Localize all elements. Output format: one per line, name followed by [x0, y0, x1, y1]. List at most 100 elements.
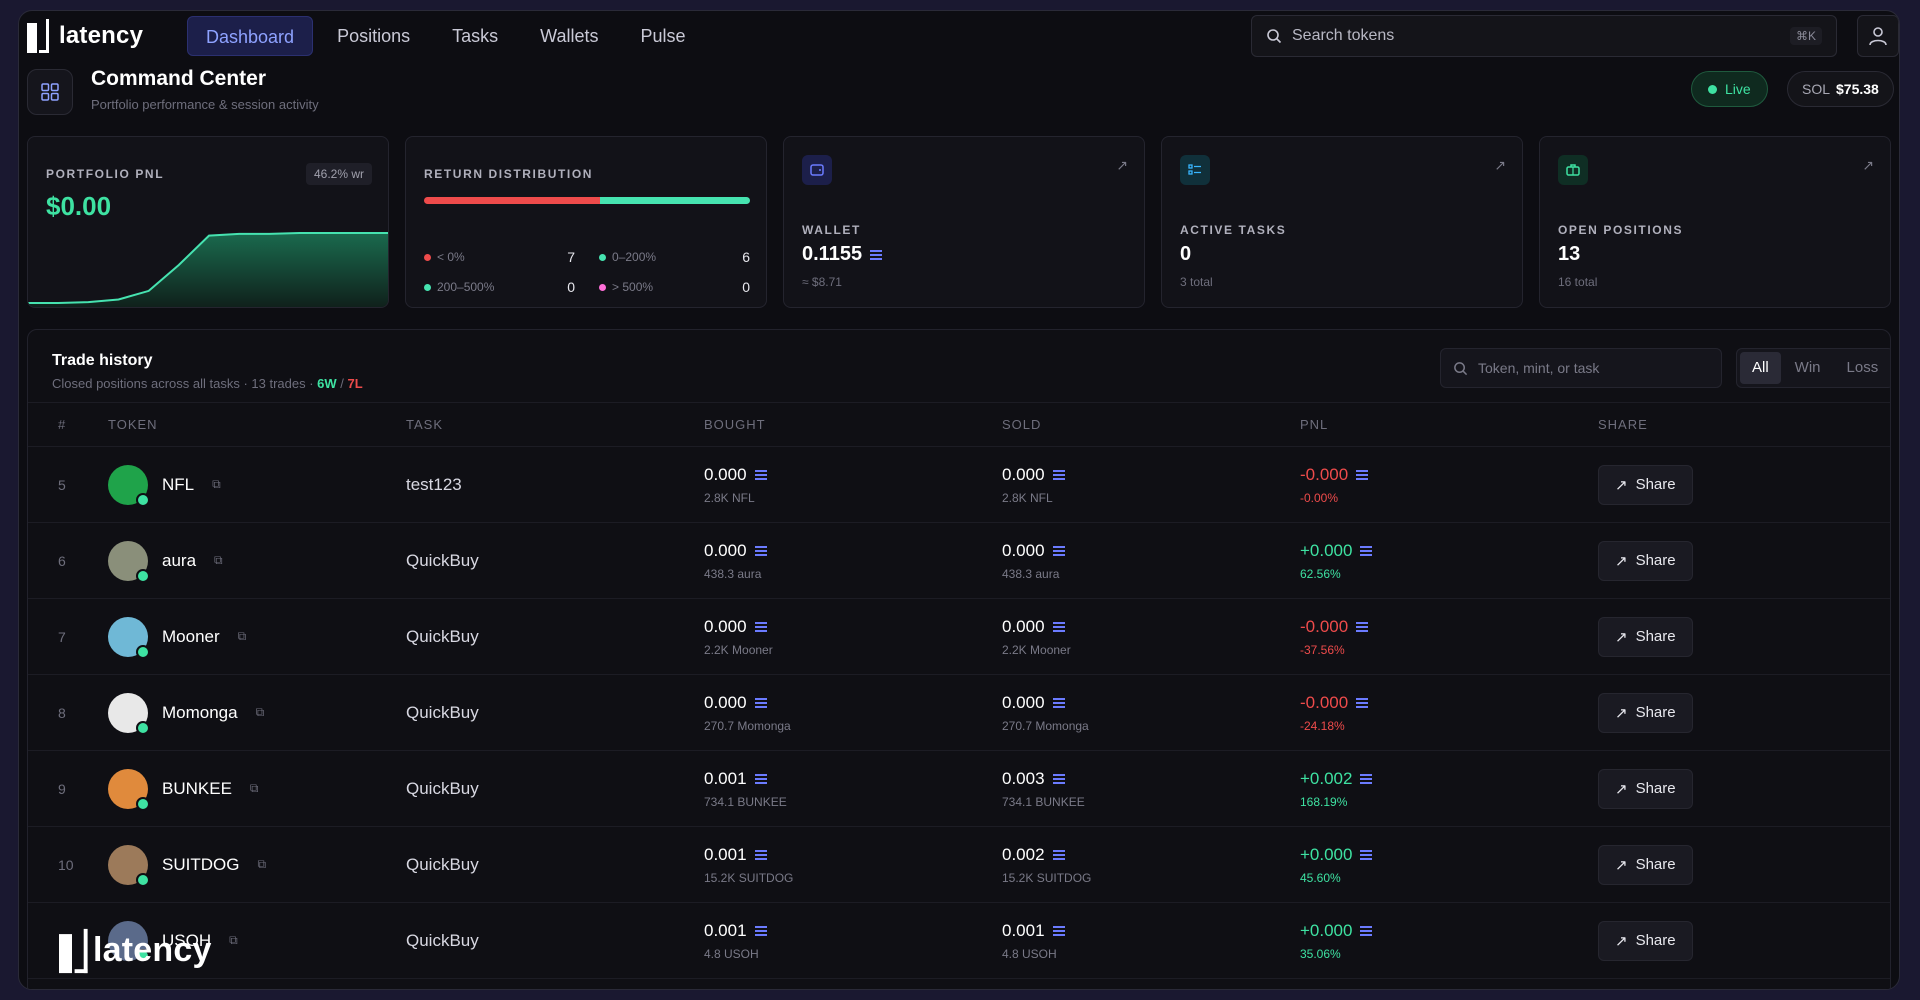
sol-label: SOL [1802, 81, 1831, 97]
share-button[interactable]: ↗ Share [1598, 844, 1693, 885]
nav-tasks[interactable]: Tasks [452, 26, 499, 46]
token-name[interactable]: SUITDOG [162, 854, 240, 874]
verified-icon [136, 872, 150, 887]
bucket-label: 200–500% [437, 280, 495, 294]
latency-logo-icon [27, 19, 49, 53]
sol-icon [754, 621, 767, 632]
bought-qty: 2.8K NFL [704, 490, 755, 505]
sold-amount: 0.000 [1002, 616, 1045, 636]
share-label: Share [1635, 780, 1676, 797]
share-arrow-icon: ↗ [1615, 856, 1628, 874]
filter-all[interactable]: All [1740, 352, 1781, 384]
share-button[interactable]: ↗ Share [1598, 616, 1693, 657]
brand-logo[interactable]: latency [27, 19, 143, 53]
nav-pulse[interactable]: Pulse [640, 26, 686, 46]
active-tasks-card[interactable]: ↗ ACTIVE TASKS 0 3 total [1161, 136, 1523, 308]
pnl-amount: -0.000 [1300, 692, 1349, 712]
bought-qty: 15.2K SUITDOG [704, 870, 794, 885]
task-cell: QuickBuy [406, 674, 704, 751]
nav-positions[interactable]: Positions [337, 26, 411, 46]
task-name: QuickBuy [406, 930, 479, 950]
bought-amount: 0.000 [704, 692, 747, 712]
token-name[interactable]: USOH [162, 930, 212, 950]
token-cell: Mooner ⧉ [108, 598, 406, 675]
sol-icon [1356, 697, 1369, 708]
token-avatar [108, 616, 150, 659]
wallet-card[interactable]: ↗ WALLET 0.1155 ≈ $8.71 [783, 136, 1145, 308]
token-cell: aura ⧉ [108, 522, 406, 599]
copy-icon[interactable]: ⧉ [257, 857, 267, 871]
copy-icon[interactable]: ⧉ [255, 705, 265, 719]
external-link-icon[interactable]: ↗ [1494, 157, 1506, 173]
bought-cell: 0.000 2.8K NFL [704, 446, 1002, 523]
wallet-icon [802, 155, 832, 185]
pnl-label: PORTFOLIO PNL [46, 167, 165, 181]
row-number: 8 [28, 674, 108, 751]
row-number: 6 [28, 522, 108, 599]
sold-amount: 0.000 [1002, 692, 1045, 712]
trade-search-input[interactable] [1478, 360, 1709, 376]
sold-amount: 0.002 [1002, 844, 1045, 864]
copy-icon[interactable]: ⧉ [249, 781, 259, 795]
token-name[interactable]: NFL [162, 474, 195, 494]
share-button[interactable]: ↗ Share [1598, 920, 1693, 961]
nav-wallets[interactable]: Wallets [540, 26, 599, 46]
nav-dashboard[interactable]: Dashboard [187, 16, 314, 56]
share-cell: ↗ Share [1598, 522, 1890, 599]
brand-name: latency [59, 22, 144, 49]
share-button[interactable]: ↗ Share [1598, 464, 1693, 505]
copy-icon[interactable]: ⧉ [214, 553, 223, 567]
grid-icon [27, 69, 73, 115]
sol-icon [1052, 697, 1065, 708]
verified-icon [136, 644, 150, 659]
bucket-count: 7 [567, 249, 575, 265]
wallet-usd: ≈ $8.71 [802, 275, 842, 289]
pnl-percent: -37.56% [1300, 642, 1345, 657]
share-label: Share [1635, 704, 1676, 721]
copy-icon[interactable]: ⧉ [212, 477, 221, 491]
share-button[interactable]: ↗ Share [1598, 692, 1693, 733]
token-avatar [108, 844, 150, 887]
search-input[interactable] [1292, 27, 1780, 45]
table-row: 10 SUITDOG ⧉ QuickBuy 0.001 15.2K SUITDOG 0.00… [28, 826, 1890, 903]
share-button[interactable]: ↗ Share [1598, 768, 1693, 809]
copy-icon[interactable]: ⧉ [229, 933, 238, 947]
verified-icon [136, 568, 150, 583]
token-name[interactable]: Momonga [162, 702, 238, 722]
external-link-icon[interactable]: ↗ [1116, 157, 1128, 173]
copy-icon[interactable]: ⧉ [237, 629, 247, 643]
sol-icon [754, 849, 767, 860]
sol-icon [754, 773, 767, 784]
pnl-cell: +0.000 62.56% [1300, 522, 1598, 599]
external-link-icon[interactable]: ↗ [1862, 157, 1874, 173]
task-name: QuickBuy [406, 550, 479, 570]
share-arrow-icon: ↗ [1615, 552, 1628, 570]
share-arrow-icon: ↗ [1615, 704, 1628, 722]
user-menu-button[interactable] [1857, 15, 1899, 57]
token-avatar [108, 692, 150, 735]
briefcase-icon [1558, 155, 1588, 185]
table-row: 8 Momonga ⧉ QuickBuy 0.000 270.7 Momonga 0.000… [28, 674, 1890, 751]
trade-table: # TOKEN TASK BOUGHT SOLD PNL SHARE 5 NFL ⧉… [28, 402, 1890, 979]
tasks-total: 3 total [1180, 275, 1213, 289]
filter-loss[interactable]: Loss [1846, 359, 1879, 376]
share-button[interactable]: ↗ Share [1598, 540, 1693, 581]
token-name[interactable]: aura [162, 550, 197, 570]
wallet-value: 0.1155 [802, 243, 883, 266]
bought-cell: 0.001 4.8 USOH [704, 902, 1002, 979]
token-name[interactable]: BUNKEE [162, 778, 232, 798]
token-name[interactable]: Mooner [162, 626, 220, 646]
sol-icon [1356, 469, 1369, 480]
token-avatar [108, 540, 150, 583]
token-cell: USOH ⧉ [108, 902, 406, 979]
open-positions-card[interactable]: ↗ OPEN POSITIONS 13 16 total [1539, 136, 1891, 308]
pnl-cell: +0.000 45.60% [1300, 826, 1598, 903]
trade-summary: Closed positions across all tasks · 13 t… [52, 376, 318, 391]
sold-qty: 2.8K NFL [1002, 490, 1053, 505]
red-dot-icon [424, 253, 431, 261]
bought-qty: 4.8 USOH [704, 946, 759, 961]
filter-win[interactable]: Win [1794, 359, 1821, 376]
bought-qty: 2.2K Mooner [704, 642, 773, 657]
pnl-line [28, 232, 388, 304]
token-cell: NFL ⧉ [108, 446, 406, 523]
